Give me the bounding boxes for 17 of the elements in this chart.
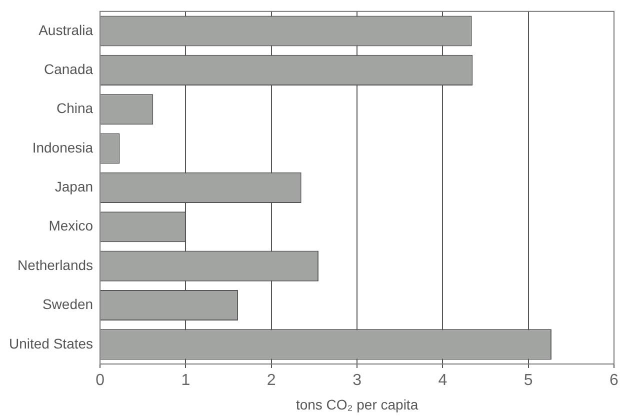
x-tick-label: 4 <box>438 372 448 390</box>
x-tick-label: 5 <box>524 372 533 390</box>
y-tick-label: United States <box>8 335 94 352</box>
y-tick-label: Indonesia <box>32 139 94 156</box>
x-axis-title: tons CO₂ per capita <box>296 396 418 412</box>
x-tick-label: 3 <box>352 372 362 390</box>
y-tick-label: Netherlands <box>18 256 94 273</box>
x-tick-label: 6 <box>610 372 619 390</box>
x-tick-label: 1 <box>181 372 190 390</box>
y-tick-label: Canada <box>44 61 94 78</box>
y-tick-label: Australia <box>38 22 94 38</box>
y-tick-label: Sweden <box>42 296 94 312</box>
y-tick-label: Japan <box>54 178 94 195</box>
x-tick-label: 2 <box>266 372 276 390</box>
x-tick-label: 0 <box>96 372 105 390</box>
y-tick-label: China <box>56 100 94 116</box>
y-tick-label: Mexico <box>48 218 94 234</box>
